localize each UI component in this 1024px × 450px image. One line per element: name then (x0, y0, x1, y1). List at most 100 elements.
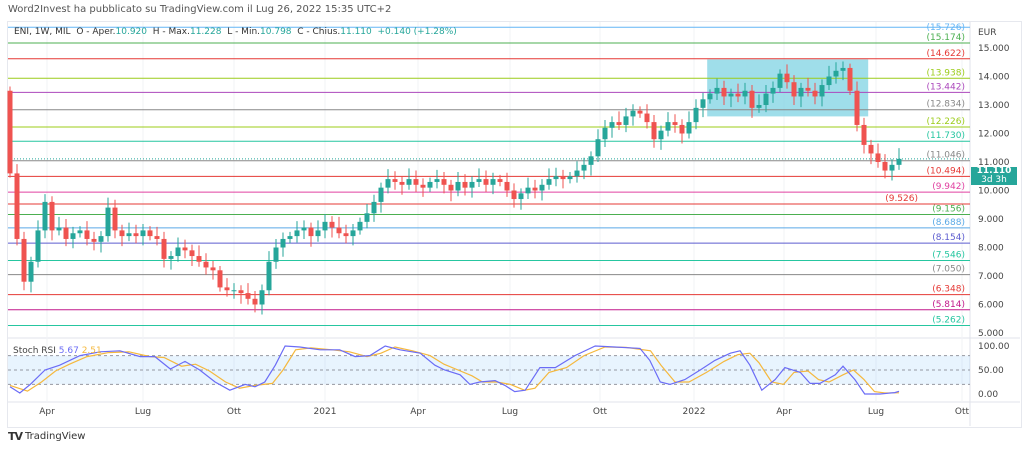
level-label: (8.688) (932, 218, 965, 228)
candle-body (434, 179, 440, 182)
publish-info: Word2Invest ha pubblicato su TradingView… (8, 4, 392, 15)
symbol-label[interactable]: ENI, 1W, MIL (14, 27, 71, 37)
candle-body (287, 236, 293, 239)
candle-body (14, 173, 20, 239)
close-value: 11.110 (340, 27, 372, 37)
candle-body (658, 130, 664, 140)
candle-body (455, 181, 461, 191)
level-label: (8.154) (932, 233, 965, 243)
candle-body (175, 247, 181, 257)
price-tick-label: 10.000 (978, 187, 1010, 197)
candle-body (469, 181, 475, 188)
candle-body (525, 187, 531, 194)
candle-body (273, 247, 279, 262)
candle-body (364, 213, 370, 222)
price-tick-label: 7.000 (978, 272, 1004, 282)
candle-body (126, 233, 132, 237)
candle-body (553, 176, 559, 180)
candle-body (504, 181, 510, 191)
candle-body (812, 90, 818, 97)
time-tick-label: Lug (868, 407, 884, 417)
candle-body (651, 122, 657, 140)
candle-body (644, 113, 650, 123)
level-label: (6.348) (932, 285, 965, 295)
level-label: (9.942) (932, 182, 965, 192)
time-tick-label: Apr (39, 407, 55, 417)
candle-body (476, 179, 482, 182)
candle-body (189, 250, 195, 257)
candle-body (203, 261, 209, 268)
candle-body (735, 93, 741, 97)
level-label: (13.938) (926, 68, 965, 78)
candle-body (105, 207, 111, 237)
candle-body (483, 179, 489, 185)
price-tick-label: 11.000 (978, 158, 1010, 168)
candle-body (588, 156, 594, 165)
time-tick-label: 2022 (683, 407, 706, 417)
level-label: (14.622) (926, 49, 965, 59)
stoch-k-line (9, 345, 900, 395)
candle-body (581, 164, 587, 171)
candle-body (609, 122, 615, 128)
candle-body (266, 261, 272, 291)
k-value: 5.67 (58, 346, 79, 356)
candle-body (336, 227, 342, 234)
candle-body (42, 201, 48, 231)
level-label: (5.262) (932, 316, 965, 326)
candle-body (294, 230, 300, 237)
candle-body (245, 293, 251, 299)
time-tick-label: 2021 (314, 407, 337, 417)
time-tick-label: Ott (955, 407, 970, 417)
candle-body (749, 90, 755, 108)
candle-body (490, 179, 496, 185)
candle-body (196, 256, 202, 262)
candle-body (532, 187, 538, 191)
candle-body (840, 67, 846, 71)
candle-body (91, 238, 97, 242)
level-label: (5.814) (932, 300, 965, 310)
brand-name: TradingView (25, 431, 86, 442)
current-price: 11.110 (976, 166, 1012, 176)
candle-body (252, 298, 258, 305)
high-label: H - Max. (152, 27, 190, 37)
candle-body (231, 290, 237, 292)
candle-body (147, 230, 153, 237)
candle-body (7, 90, 13, 174)
bar-countdown: 3d 3h (981, 175, 1007, 185)
candle-body (427, 181, 433, 188)
level-label: (7.546) (932, 250, 965, 260)
level-label: (9.526) (885, 194, 918, 204)
candle-body (399, 181, 405, 185)
price-tick-label: 6.000 (978, 301, 1004, 311)
candle-body (133, 233, 139, 237)
time-tick-label: Lug (135, 407, 151, 417)
candle-body (560, 176, 566, 180)
candle-body (742, 90, 748, 97)
candle-body (238, 290, 244, 294)
candle-body (770, 87, 776, 94)
price-tick-label: 12.000 (978, 130, 1010, 140)
candle-body (826, 76, 832, 86)
candle-body (280, 238, 286, 248)
candle-body (420, 184, 426, 188)
candle-body (882, 162, 888, 171)
candle-body (721, 87, 727, 97)
candle-body (784, 73, 790, 83)
candle-body (56, 227, 62, 231)
price-tick-label: 13.000 (978, 101, 1010, 111)
candle-body (84, 230, 90, 239)
level-label: (15.726) (926, 23, 965, 33)
candle-body (763, 93, 769, 105)
stoch-rsi-legend: Stoch RSI 5.67 2.51 (13, 346, 102, 356)
candle-body (301, 227, 307, 231)
candle-body (861, 124, 867, 145)
tradingview-logo[interactable]: TV TradingView (8, 430, 85, 443)
candle-body (616, 122, 622, 125)
low-label: L - Min. (227, 27, 261, 37)
candle-body (63, 227, 69, 239)
candle-body (574, 170, 580, 177)
time-tick-label: Apr (776, 407, 792, 417)
level-label: (11.046) (926, 151, 965, 161)
chart-frame[interactable] (7, 21, 1022, 428)
